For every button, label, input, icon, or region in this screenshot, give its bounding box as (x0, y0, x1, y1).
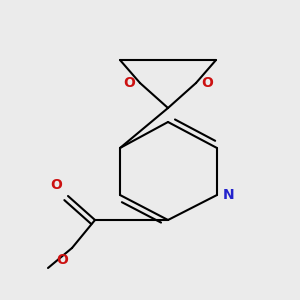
Text: O: O (201, 76, 213, 90)
Text: O: O (123, 76, 135, 90)
Text: O: O (56, 253, 68, 267)
Text: N: N (223, 188, 235, 202)
Text: O: O (50, 178, 62, 192)
